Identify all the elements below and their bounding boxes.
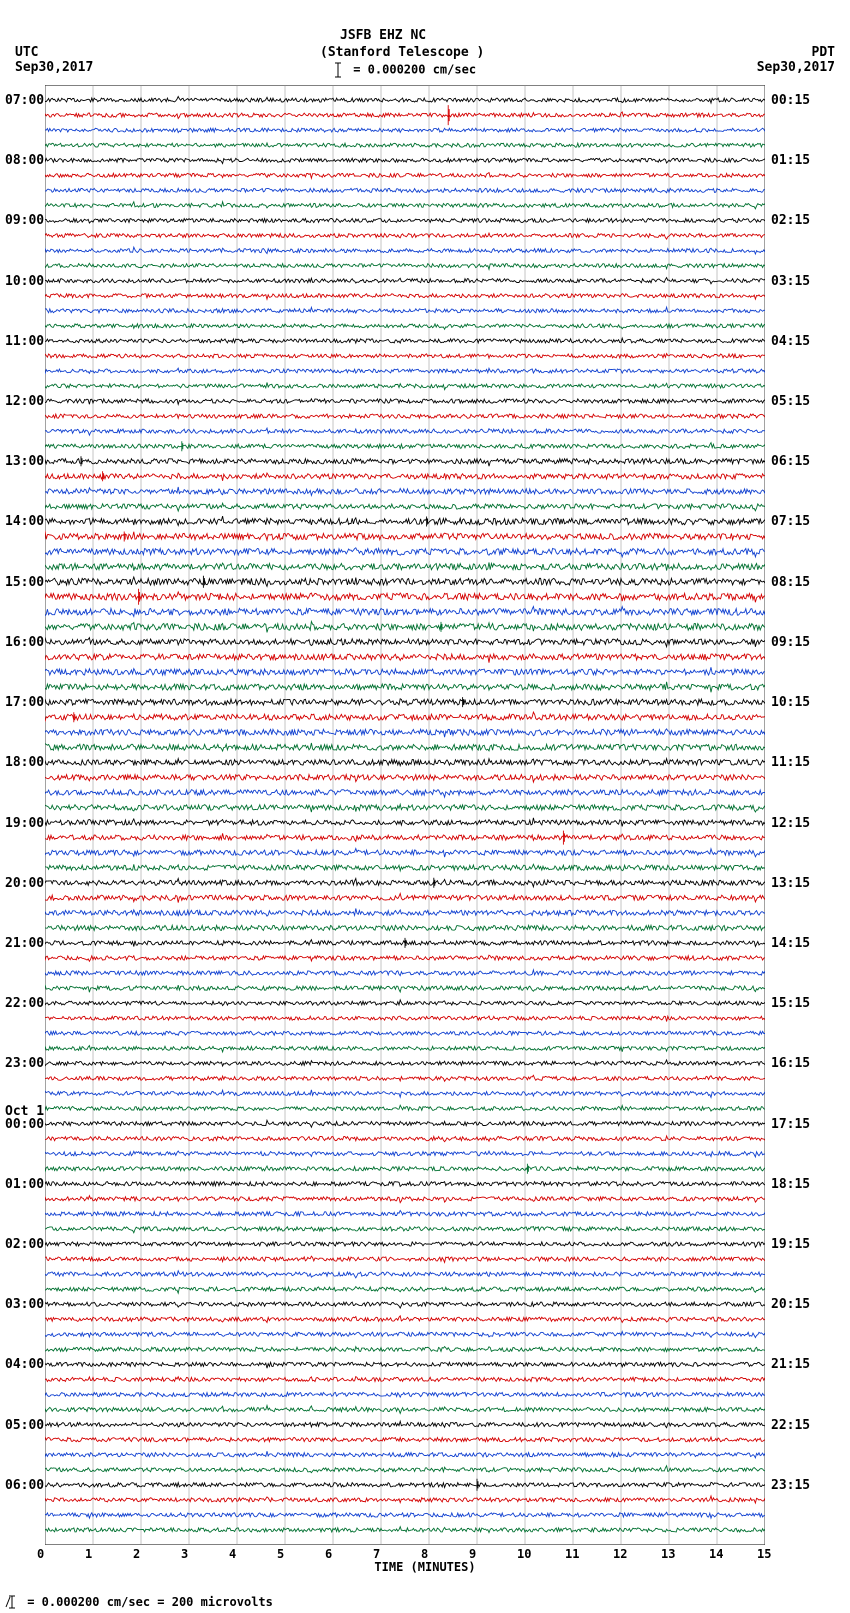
right-hour-label: 08:15 xyxy=(771,575,810,590)
left-hour-label: 07:00 xyxy=(5,93,44,108)
left-tz: UTC xyxy=(15,45,38,60)
right-hour-label: 10:15 xyxy=(771,695,810,710)
footer-wrap: = 0.000200 cm/sec = 200 microvolts xyxy=(4,1595,273,1610)
right-hour-label: 20:15 xyxy=(771,1297,810,1312)
left-hour-label: 21:00 xyxy=(5,936,44,951)
right-hour-label: 22:15 xyxy=(771,1418,810,1433)
x-tick: 13 xyxy=(661,1547,675,1561)
left-hour-label: 14:00 xyxy=(5,514,44,529)
left-hour-label: 12:00 xyxy=(5,394,44,409)
left-hour-label: 05:00 xyxy=(5,1418,44,1433)
right-hour-label: 04:15 xyxy=(771,334,810,349)
x-tick: 8 xyxy=(421,1547,428,1561)
left-hour-label: 01:00 xyxy=(5,1177,44,1192)
right-hour-label: 15:15 xyxy=(771,996,810,1011)
left-hour-label: 02:00 xyxy=(5,1237,44,1252)
left-hour-label: 13:00 xyxy=(5,454,44,469)
x-tick: 9 xyxy=(469,1547,476,1561)
left-date: Sep30,2017 xyxy=(15,60,93,75)
right-hour-label: 13:15 xyxy=(771,876,810,891)
x-tick: 0 xyxy=(37,1547,44,1561)
x-tick: 3 xyxy=(181,1547,188,1561)
right-hour-label: 01:15 xyxy=(771,153,810,168)
right-hour-label: 09:15 xyxy=(771,635,810,650)
x-tick: 2 xyxy=(133,1547,140,1561)
x-tick: 14 xyxy=(709,1547,723,1561)
right-hour-label: 14:15 xyxy=(771,936,810,951)
right-hour-label: 07:15 xyxy=(771,514,810,529)
location-title: (Stanford Telescope ) xyxy=(320,45,484,60)
right-hour-label: 02:15 xyxy=(771,213,810,228)
left-hour-label: 15:00 xyxy=(5,575,44,590)
left-hour-label: 03:00 xyxy=(5,1297,44,1312)
right-hour-label: 12:15 xyxy=(771,816,810,831)
left-hour-label: 16:00 xyxy=(5,635,44,650)
left-hour-label: 04:00 xyxy=(5,1357,44,1372)
right-hour-label: 19:15 xyxy=(771,1237,810,1252)
x-tick: 1 xyxy=(85,1547,92,1561)
left-hour-label: 18:00 xyxy=(5,755,44,770)
footer-text: = 0.000200 cm/sec = 200 microvolts xyxy=(27,1595,273,1609)
x-tick: 11 xyxy=(565,1547,579,1561)
left-hour-label: 22:00 xyxy=(5,996,44,1011)
left-date-marker: Oct 1 xyxy=(5,1104,44,1119)
right-hour-label: 23:15 xyxy=(771,1478,810,1493)
x-tick: 12 xyxy=(613,1547,627,1561)
right-hour-label: 11:15 xyxy=(771,755,810,770)
scalebar-wrap: = 0.000200 cm/sec xyxy=(330,62,476,78)
left-hour-label: 23:00 xyxy=(5,1056,44,1071)
station-title: JSFB EHZ NC xyxy=(340,28,426,43)
left-hour-label: 09:00 xyxy=(5,213,44,228)
x-tick: 6 xyxy=(325,1547,332,1561)
right-hour-label: 16:15 xyxy=(771,1056,810,1071)
left-hour-label: 17:00 xyxy=(5,695,44,710)
x-axis-label: TIME (MINUTES) xyxy=(325,1560,525,1574)
scalebar-text: = 0.000200 cm/sec xyxy=(353,63,476,77)
x-tick: 10 xyxy=(517,1547,531,1561)
seismogram-plot xyxy=(45,85,765,1545)
right-hour-label: 00:15 xyxy=(771,93,810,108)
left-hour-label: 19:00 xyxy=(5,816,44,831)
right-hour-label: 03:15 xyxy=(771,274,810,289)
left-hour-label: 06:00 xyxy=(5,1478,44,1493)
right-tz: PDT xyxy=(812,45,835,60)
right-hour-label: 05:15 xyxy=(771,394,810,409)
right-date: Sep30,2017 xyxy=(757,60,835,75)
right-hour-label: 06:15 xyxy=(771,454,810,469)
x-tick: 4 xyxy=(229,1547,236,1561)
x-tick: 15 xyxy=(757,1547,771,1561)
x-tick: 7 xyxy=(373,1547,380,1561)
right-hour-label: 21:15 xyxy=(771,1357,810,1372)
right-hour-label: 18:15 xyxy=(771,1177,810,1192)
left-hour-label: 11:00 xyxy=(5,334,44,349)
left-hour-label: 10:00 xyxy=(5,274,44,289)
right-hour-label: 17:15 xyxy=(771,1117,810,1132)
x-tick: 5 xyxy=(277,1547,284,1561)
left-hour-label: 08:00 xyxy=(5,153,44,168)
left-hour-label: 00:00 xyxy=(5,1117,44,1132)
left-hour-label: 20:00 xyxy=(5,876,44,891)
